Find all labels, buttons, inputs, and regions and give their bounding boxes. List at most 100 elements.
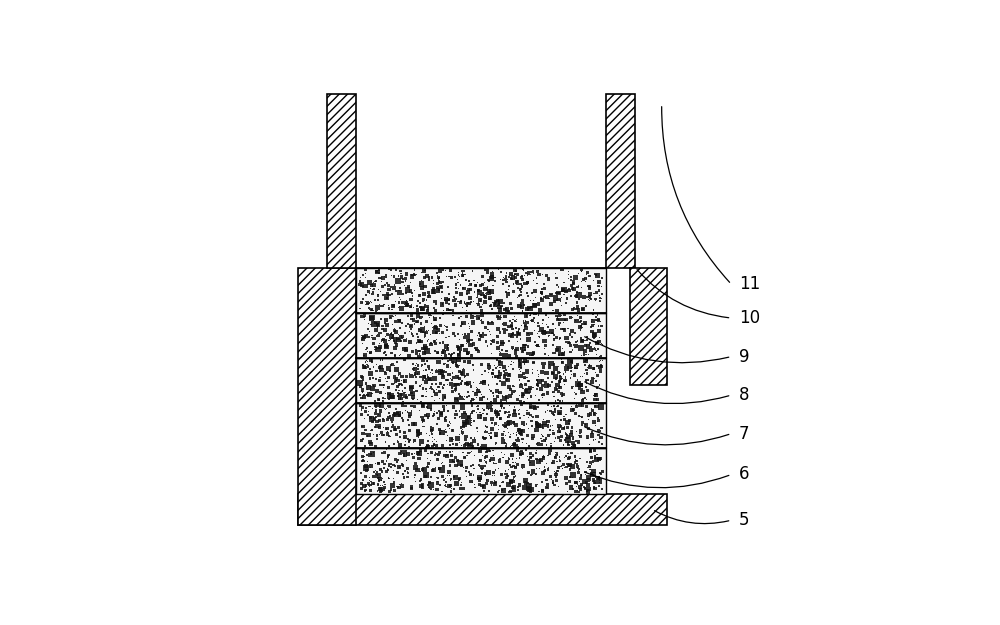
Point [585,469,601,479]
Point [394,408,410,418]
Point [392,266,408,276]
Point [455,283,471,293]
Point [559,452,575,462]
Point [439,341,455,351]
Point [552,334,568,344]
Point [417,359,433,369]
Point [363,280,379,290]
Point [546,410,562,420]
Point [583,452,599,462]
Point [437,266,453,276]
Point [367,442,383,452]
Point [424,428,440,438]
Point [568,316,584,326]
Point [448,279,464,289]
Point [529,439,545,449]
Point [544,388,560,398]
Point [551,456,567,466]
Point [356,332,372,342]
Point [551,320,567,330]
Point [530,456,546,466]
Point [383,459,399,469]
Point [524,364,540,374]
Point [582,458,598,468]
Point [455,271,471,281]
Point [461,321,477,331]
Point [410,364,426,374]
Bar [298,494,666,525]
Point [532,421,548,431]
Point [563,482,579,492]
Point [450,456,466,466]
Point [579,274,595,284]
Point [519,288,535,298]
Point [441,421,457,431]
Point [423,318,439,328]
Point [509,351,525,361]
Point [496,403,512,413]
Point [483,432,499,442]
Point [587,391,603,401]
Point [403,278,419,288]
Point [409,316,425,326]
Point [375,382,391,392]
Point [570,431,586,441]
Point [429,484,445,494]
Point [470,401,486,411]
Point [471,313,487,323]
Point [416,289,432,299]
Point [454,429,470,439]
Point [416,294,432,304]
Point [533,471,549,481]
Point [415,383,431,393]
Point [476,486,492,496]
Point [497,324,513,334]
Point [455,369,471,379]
Point [552,372,568,382]
Point [373,475,389,485]
Point [553,462,569,472]
Point [520,478,536,488]
Point [452,438,468,448]
Point [508,454,524,464]
Point [584,404,600,414]
Point [406,448,422,458]
Point [371,458,387,468]
Point [571,381,587,391]
Point [551,382,567,392]
Point [525,412,541,422]
Point [474,359,490,369]
Point [471,455,487,465]
Point [381,382,397,392]
Point [371,285,387,295]
Point [451,380,467,390]
Point [508,471,524,481]
Point [447,472,463,482]
Point [468,280,484,290]
Point [407,419,423,429]
Point [530,371,546,381]
Point [466,406,482,416]
Point [544,328,560,338]
Point [581,284,597,294]
Point [487,470,503,480]
Point [390,408,406,418]
Point [380,450,396,460]
Point [354,385,370,395]
Point [429,441,445,451]
Point [428,339,444,349]
Point [434,281,450,291]
Point [493,401,509,411]
Point [406,269,422,279]
Point [502,316,518,326]
Point [588,421,604,431]
Point [561,440,577,450]
Point [515,461,531,471]
Point [470,346,486,356]
Point [358,425,374,435]
Point [450,348,466,358]
Point [561,452,577,462]
Point [548,295,564,305]
Point [586,482,602,492]
Point [507,269,523,279]
